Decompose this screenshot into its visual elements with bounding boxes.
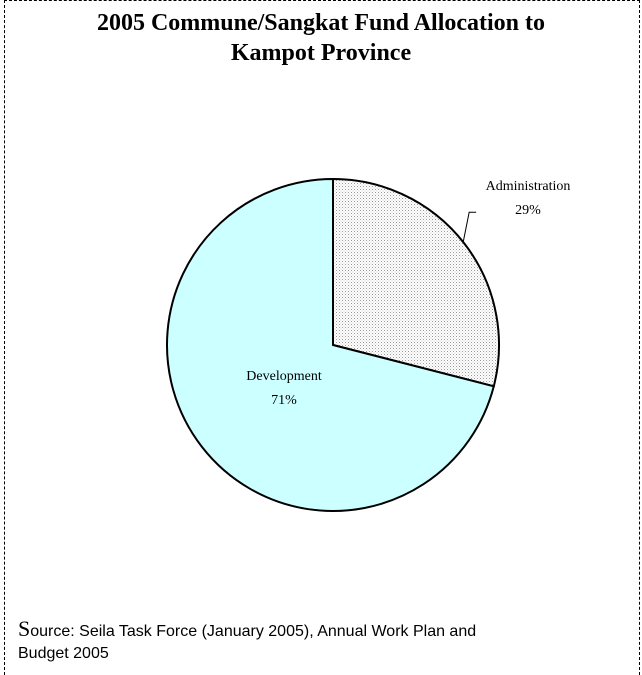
pie-slice-development	[166, 177, 496, 512]
leader-lines	[462, 211, 477, 243]
source-note: Source: Seila Task Force (January 2005),…	[18, 618, 618, 665]
pie-slices	[166, 177, 500, 512]
chart-title-line-2: Kampot Province	[230, 40, 412, 66]
leader-line-administration	[462, 211, 477, 243]
slice-labels: Administration 29% Development 71%	[246, 179, 570, 408]
slice-value-administration: 29%	[515, 203, 541, 218]
source-line-2: Budget 2005	[18, 645, 109, 662]
pie-slice-administration	[332, 177, 500, 388]
source-initial: S	[18, 616, 31, 641]
slice-label-development: Development	[246, 369, 322, 384]
slice-label-administration: Administration	[486, 179, 571, 194]
source-line-1: ource: Seila Task Force (January 2005), …	[30, 623, 477, 640]
chart-title-line-1: 2005 Commune/Sangkat Fund Allocation to	[96, 10, 546, 36]
figure-frame	[4, 0, 640, 675]
chart-title: 2005 Commune/Sangkat Fund Allocation to …	[0, 8, 642, 68]
slice-value-development: 71%	[271, 393, 297, 408]
